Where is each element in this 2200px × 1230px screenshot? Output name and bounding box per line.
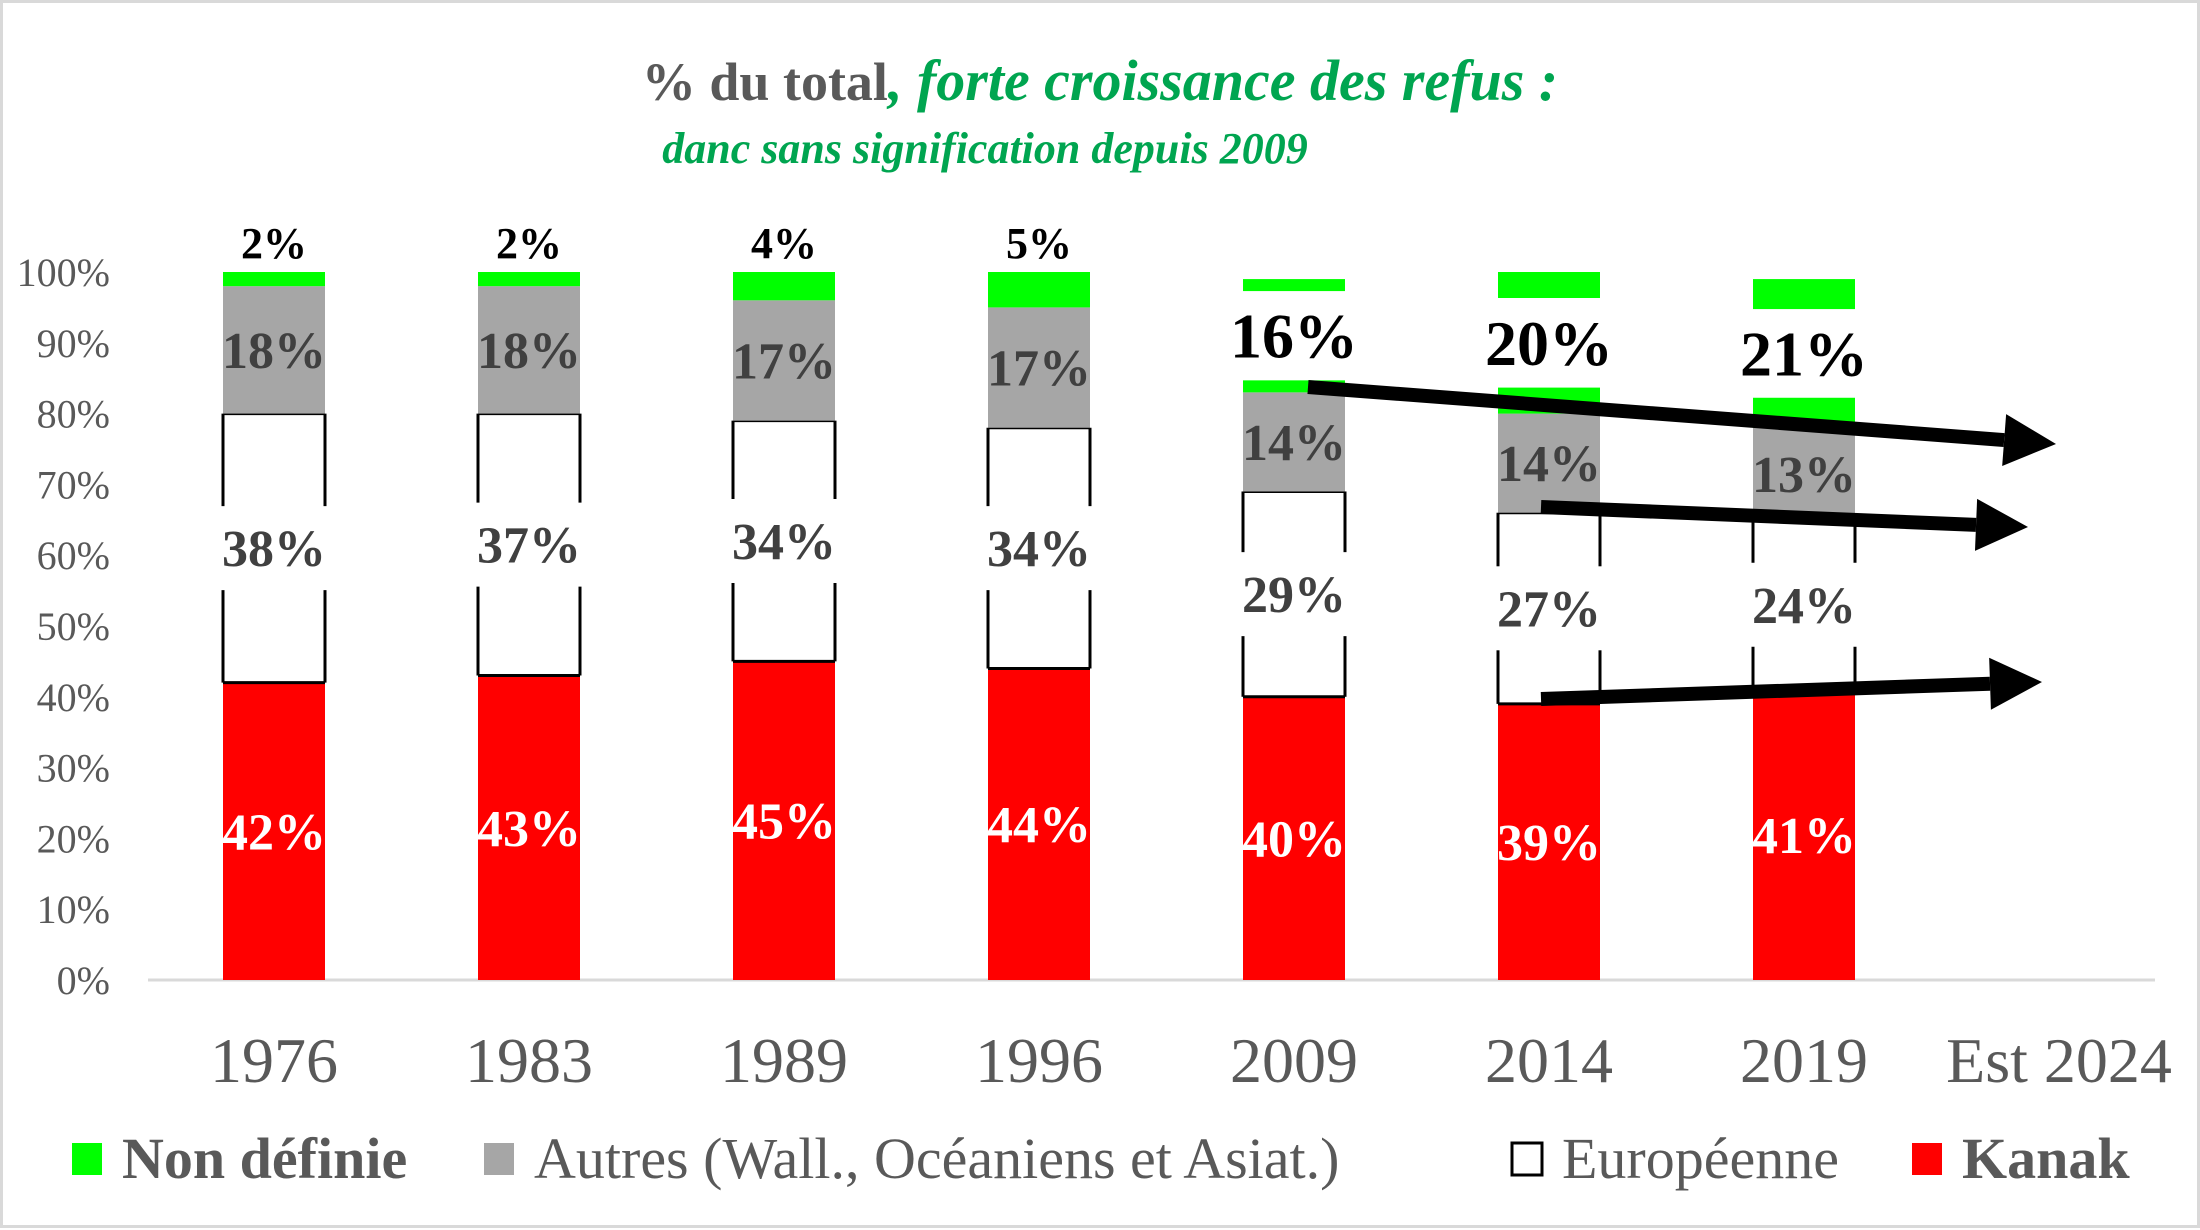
bar-non-1989 [733,272,835,301]
data-label-europeenne: 34% [987,521,1091,578]
data-label-europeenne: 24% [1752,578,1856,635]
y-tick-label: 90% [37,321,110,366]
x-tick-label: 1989 [720,1025,848,1096]
bar-europeenne-2009 [1241,489,1347,699]
data-label-europeenne: 37% [477,518,581,575]
data-label-non-definie: 4% [751,219,817,268]
legend-swatch [1912,1143,1942,1175]
trend-arrows [1307,380,2056,710]
y-tick-label: 10% [37,887,110,932]
data-labels: 42% 38% 18% 2% 43% 37% 18% 2% 45% 34% 17% 4% 44% 34% 1… [222,219,1868,872]
trend-arrow-down [1307,380,2056,466]
data-label-europeenne: 38% [222,521,326,578]
y-tick-label: 70% [37,462,110,507]
bar-autres-1983 [478,286,580,414]
stacked-bar-chart: % du total, forte croissance des refus :… [17,48,2172,1191]
legend-swatch [72,1143,102,1175]
data-label-kanak: 42% [222,804,326,861]
bar-autres-1989 [733,300,835,421]
legend-swatch [484,1143,514,1175]
data-label-autres: 18% [477,323,581,380]
trend-arrow-flat [1540,498,2028,551]
data-label-kanak: 41% [1752,808,1856,865]
data-label-autres: 14% [1242,415,1346,472]
legend-label: Européenne [1562,1126,1839,1191]
chart-subtitle: danc sans signification depuis 2009 [662,124,1307,173]
bar-non-1996 [988,272,1090,308]
y-tick-label: 30% [37,746,110,791]
data-label-kanak: 44% [987,797,1091,854]
y-tick-label: 80% [37,392,110,437]
x-axis: 1976 1983 1989 1996 2009 2014 2019 Est 2024 [210,1025,2172,1096]
data-label-autres: 13% [1752,447,1856,504]
chart-title: % du total, forte croissance des refus : [642,48,1558,113]
legend-label: Autres (Wall., Océaniens et Asiat.) [534,1126,1339,1191]
legend-label: Kanak [1962,1126,2130,1191]
y-tick-label: 50% [37,604,110,649]
data-label-non-definie: 2% [241,219,307,268]
data-label-autres: 18% [222,323,326,380]
data-label-europeenne: 34% [732,514,836,571]
x-tick-label: 2014 [1485,1025,1613,1096]
bars [221,272,1857,980]
data-label-non-definie: 2% [496,219,562,268]
legend-label: Non définie [122,1126,407,1191]
bar-kanak-2009 [1243,696,1345,980]
data-label-europeenne: 29% [1242,567,1346,624]
bar-autres-2009 [1243,392,1345,492]
data-label-kanak: 45% [732,794,836,851]
bar-kanak-2019 [1753,689,1855,980]
y-axis: 0% 10% 20% 30% 40% 50% 60% 70% 80% 90% 100% [17,250,110,1003]
legend-item: Kanak [1912,1126,2130,1191]
data-label-autres: 17% [732,334,836,391]
chart-title-italic: , forte croissance des refus : [886,48,1558,113]
y-tick-label: 60% [37,533,110,578]
y-tick-label: 40% [37,675,110,720]
x-tick-label: 1996 [975,1025,1103,1096]
trend-arrow-up [1540,657,2042,710]
x-tick-label: 1976 [210,1025,338,1096]
data-label-non-definie: 20% [1485,308,1613,379]
x-tick-label: 2019 [1740,1025,1868,1096]
bar-kanak-1996 [988,668,1090,980]
bar-kanak-1983 [478,675,580,980]
x-tick-label: 1983 [465,1025,593,1096]
y-tick-label: 0% [57,958,110,1003]
data-label-kanak: 43% [477,801,581,858]
bar-autres-1996 [988,307,1090,428]
x-tick-label: 2009 [1230,1025,1358,1096]
bar-autres-2014 [1498,413,1600,513]
data-label-europeenne: 27% [1497,581,1601,638]
data-label-kanak: 40% [1242,811,1346,868]
data-label-non-definie: 21% [1740,318,1868,389]
legend: Non définie Autres (Wall., Océaniens et A… [72,1126,2130,1191]
x-tick-label: Est 2024 [1946,1025,2172,1096]
bar-kanak-1976 [223,682,325,980]
y-tick-label: 20% [37,816,110,861]
legend-item: Non définie [72,1126,407,1191]
data-label-non-definie: 5% [1006,219,1072,268]
data-label-autres: 14% [1497,436,1601,493]
bar-autres-1976 [223,286,325,414]
bar-autres-2019 [1753,427,1855,520]
bar-non-1983 [478,272,580,287]
bar-non-1976 [223,272,325,287]
legend-item: Européenne [1510,1126,1839,1191]
bar-kanak-2014 [1498,703,1600,980]
bar-kanak-1989 [733,661,835,980]
data-label-kanak: 39% [1497,815,1601,872]
chart-title-plain: % du total [642,52,888,112]
legend-swatch [1510,1141,1544,1177]
data-label-autres: 17% [987,341,1091,398]
y-tick-label: 100% [17,250,110,295]
data-label-non-definie: 16% [1230,301,1358,372]
legend-item: Autres (Wall., Océaniens et Asiat.) [484,1126,1339,1191]
